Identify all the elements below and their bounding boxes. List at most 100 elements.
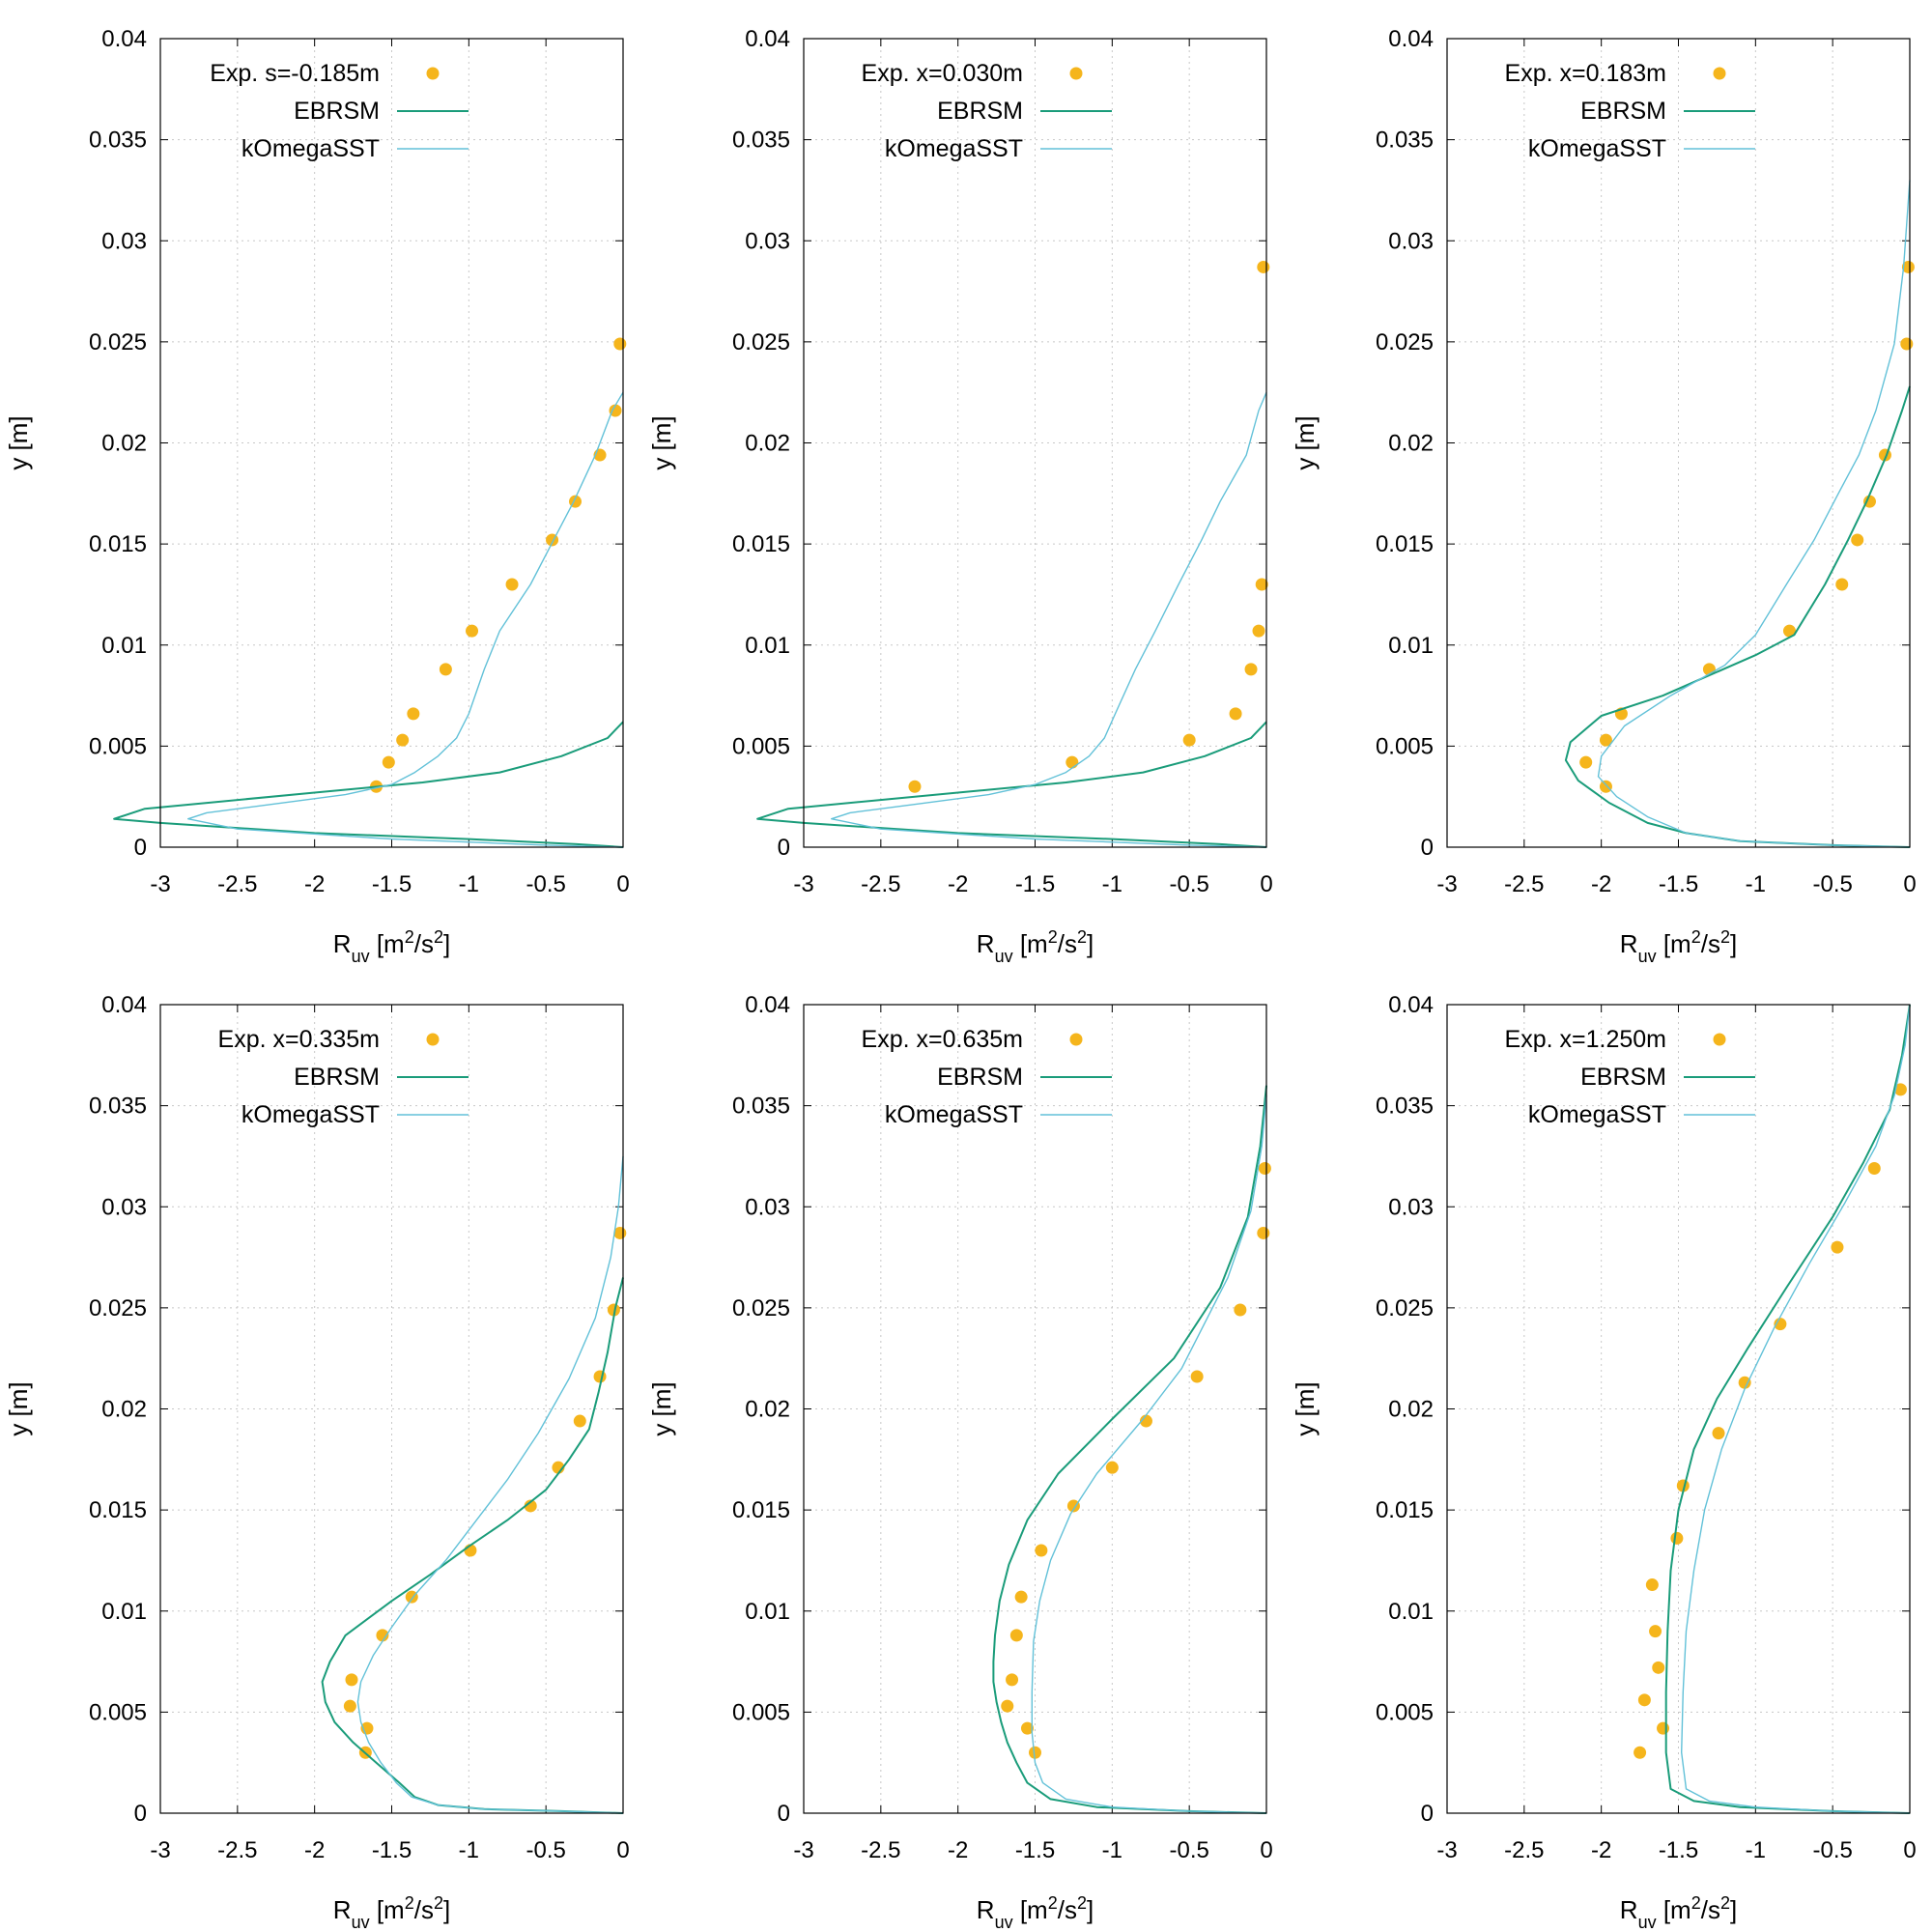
exp-data-point	[1579, 755, 1593, 769]
legend-label: Exp. x=0.030m	[862, 60, 1023, 87]
exp-data-point	[407, 707, 420, 721]
legend-marker	[1713, 67, 1726, 80]
plot-frame	[803, 38, 1267, 848]
y-tick-label: 0.01	[101, 1599, 147, 1625]
x-axis-title-sup2: 2	[1077, 1893, 1087, 1913]
chart-panel-3: -3 -2.5 -2 -1.5 -1 -0.5 0 0 0.005 0.01 0.015 0.02 0.…	[1291, 26, 1917, 966]
exp-data-point	[376, 1629, 389, 1642]
y-tick-label: 0.01	[745, 633, 790, 659]
x-axis-title-unit_pre: [m	[1657, 929, 1691, 958]
y-tick-label: 0.015	[1376, 531, 1434, 557]
exp-data-point	[573, 1414, 586, 1428]
exp-data-point	[1645, 1578, 1659, 1592]
x-tick-label: -1	[459, 1837, 479, 1863]
y-tick-label: 0.04	[1388, 992, 1434, 1018]
legend-label: kOmegaSST	[1528, 1101, 1666, 1128]
exp-data-point	[1637, 1693, 1651, 1707]
exp-data-point	[1712, 1427, 1725, 1440]
x-axis-title-unit_mid: /s	[414, 1895, 434, 1924]
exp-data-point	[1738, 1376, 1751, 1389]
x-axis-title-sup2: 2	[434, 927, 443, 947]
x-axis-title-sup2: 2	[434, 1893, 443, 1913]
komegasst-series-line	[1597, 180, 1911, 848]
y-tick-label: 0.025	[732, 329, 790, 355]
x-axis-title-base: R	[977, 1895, 995, 1924]
x-tick-label: -1	[1746, 1837, 1766, 1863]
x-tick-label: -2.5	[217, 871, 257, 897]
y-tick-label: 0.005	[1376, 1699, 1434, 1725]
y-tick-label: 0.025	[89, 329, 147, 355]
x-tick-label: -0.5	[1812, 871, 1852, 897]
exp-data-point	[613, 337, 627, 351]
x-axis-title: Ruv [m2/s2]	[333, 927, 450, 966]
exp-data-point	[1774, 1318, 1787, 1331]
plot-frame	[803, 1004, 1267, 1814]
y-tick-label: 0.03	[745, 228, 790, 254]
y-tick-label: 0.03	[101, 228, 147, 254]
x-tick-label: -3	[1436, 871, 1457, 897]
exp-data-point	[908, 780, 922, 793]
plot-frame	[1446, 1004, 1911, 1814]
legend-label: kOmegaSST	[242, 135, 380, 162]
legend-label: Exp. x=0.183m	[1505, 60, 1666, 87]
y-tick-label: 0.005	[1376, 733, 1434, 759]
x-axis-title-base: R	[977, 929, 995, 958]
y-tick-label: 0.01	[1388, 1599, 1434, 1625]
legend-label: Exp. x=0.635m	[862, 1026, 1023, 1053]
exp-data-point	[1670, 1531, 1684, 1545]
x-axis-title-sub: uv	[352, 947, 370, 966]
exp-data-point	[439, 663, 452, 676]
exp-data-point	[1257, 1226, 1270, 1239]
exp-data-point	[1001, 1699, 1014, 1713]
legend-label: kOmegaSST	[242, 1101, 380, 1128]
legend-label: EBRSM	[1580, 98, 1666, 125]
x-axis-title-unit_pre: [m	[1013, 1895, 1048, 1924]
y-tick-label: 0.005	[732, 1699, 790, 1725]
exp-data-point	[1257, 260, 1270, 273]
x-axis-title-sub: uv	[995, 1913, 1013, 1932]
x-axis-title-unit_pre: [m	[370, 1895, 405, 1924]
x-tick-label: -0.5	[1812, 1837, 1852, 1863]
y-tick-label: 0.03	[1388, 1194, 1434, 1220]
x-tick-label: -3	[1436, 1837, 1457, 1863]
y-tick-label: 0.015	[89, 1497, 147, 1523]
x-axis-title-unit_mid: /s	[1058, 1895, 1077, 1924]
exp-data-point	[1014, 1590, 1028, 1604]
x-axis-title-base: R	[1620, 1895, 1638, 1924]
komegasst-series-line	[1681, 1004, 1911, 1814]
x-axis-title-unit_post: ]	[1730, 1895, 1737, 1924]
chart-panel-5: -3 -2.5 -2 -1.5 -1 -0.5 0 0 0.005 0.01 0.015 0.02 0.…	[647, 992, 1273, 1932]
x-axis-title-sup1: 2	[405, 1893, 414, 1913]
x-tick-label: -1.5	[1015, 1837, 1055, 1863]
y-tick-label: 0.02	[1388, 1397, 1434, 1423]
x-tick-label: -2	[948, 1837, 968, 1863]
exp-data-point	[1901, 260, 1915, 273]
legend-label: EBRSM	[937, 1064, 1023, 1091]
y-tick-label: 0.02	[1388, 431, 1434, 457]
x-axis-title-sub: uv	[1638, 1913, 1657, 1932]
y-axis-title: y [m]	[1291, 1381, 1320, 1435]
ebrsm-series-line	[1564, 385, 1911, 848]
x-tick-label: 0	[616, 1837, 629, 1863]
komegasst-series-line	[831, 391, 1267, 848]
y-axis-title: y [m]	[647, 1381, 676, 1435]
x-tick-label: -2.5	[1504, 1837, 1544, 1863]
exp-data-point	[1190, 1370, 1204, 1383]
legend: Exp. x=0.335m EBRSM kOmegaSST	[218, 1026, 469, 1128]
y-tick-label: 0.015	[732, 1497, 790, 1523]
x-axis-title-unit_pre: [m	[1013, 929, 1048, 958]
x-tick-label: -0.5	[1169, 871, 1208, 897]
exp-data-point	[343, 1699, 356, 1713]
legend-label: Exp. x=0.335m	[218, 1026, 380, 1053]
legend-marker	[1069, 1033, 1083, 1046]
exp-data-point	[1835, 578, 1849, 591]
exp-data-point	[1893, 1083, 1907, 1096]
y-axis-title: y [m]	[1291, 415, 1320, 469]
x-axis-title-sup1: 2	[1691, 927, 1701, 947]
legend-label: EBRSM	[937, 98, 1023, 125]
plot-frame	[159, 1004, 624, 1814]
x-axis-title-unit_mid: /s	[1701, 1895, 1720, 1924]
x-tick-label: -1.5	[1659, 1837, 1698, 1863]
exp-data-point	[1652, 1661, 1665, 1674]
